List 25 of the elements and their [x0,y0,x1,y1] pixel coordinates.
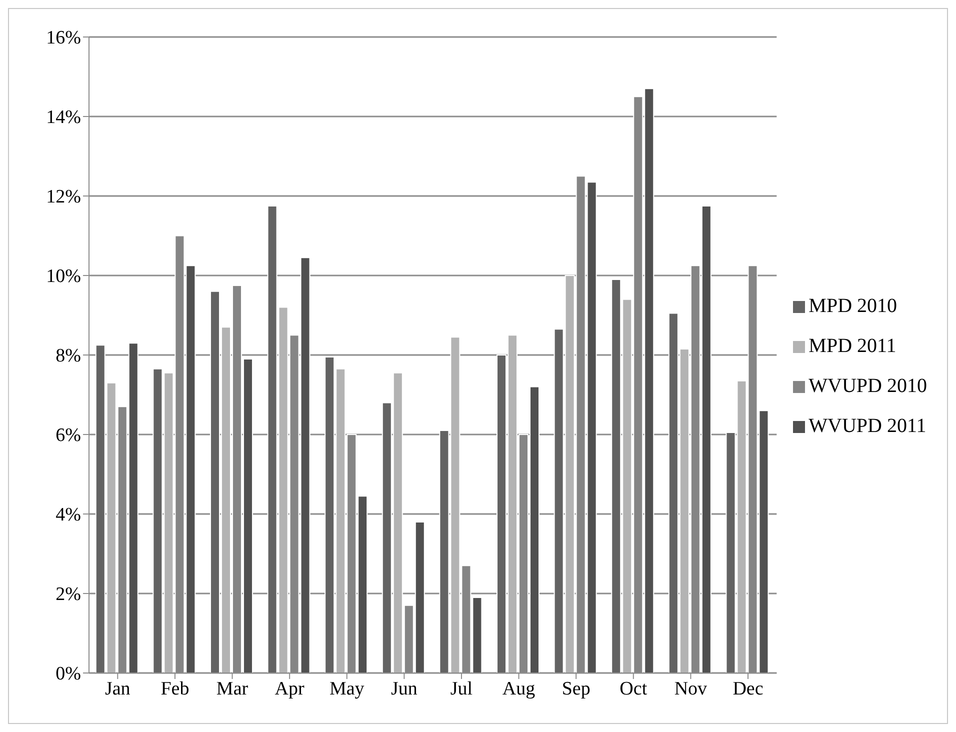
legend-label: WVUPD 2010 [808,375,927,397]
y-tick-label: 8% [56,346,82,367]
x-tick-label: Nov [674,678,708,700]
y-tick-label: 6% [56,425,82,446]
x-tick-label: Feb [160,678,190,700]
y-tick-label: 12% [46,186,82,208]
legend-label: MPD 2011 [808,335,896,357]
legend-label: WVUPD 2011 [808,415,926,437]
x-tick-label: Dec [732,678,764,700]
y-tick-label: 14% [46,107,82,128]
y-tick-label: 10% [46,266,82,288]
x-tick-label: Apr [274,678,306,700]
legend-label: MPD 2010 [808,295,898,317]
x-tick-label: Jun [390,678,418,700]
y-tick-label: 16% [46,28,82,49]
x-tick-label: Sep [562,678,590,700]
x-tick-label: Aug [502,678,536,700]
y-tick-label: 4% [56,504,82,526]
x-tick-label: Jul [450,678,473,700]
x-tick-label: Mar [216,678,249,700]
x-tick-label: May [329,678,365,700]
y-tick-label: 0% [56,664,82,685]
x-tick-label: Jan [104,678,131,700]
x-tick-label: Oct [620,678,648,700]
y-tick-label: 2% [56,584,82,606]
